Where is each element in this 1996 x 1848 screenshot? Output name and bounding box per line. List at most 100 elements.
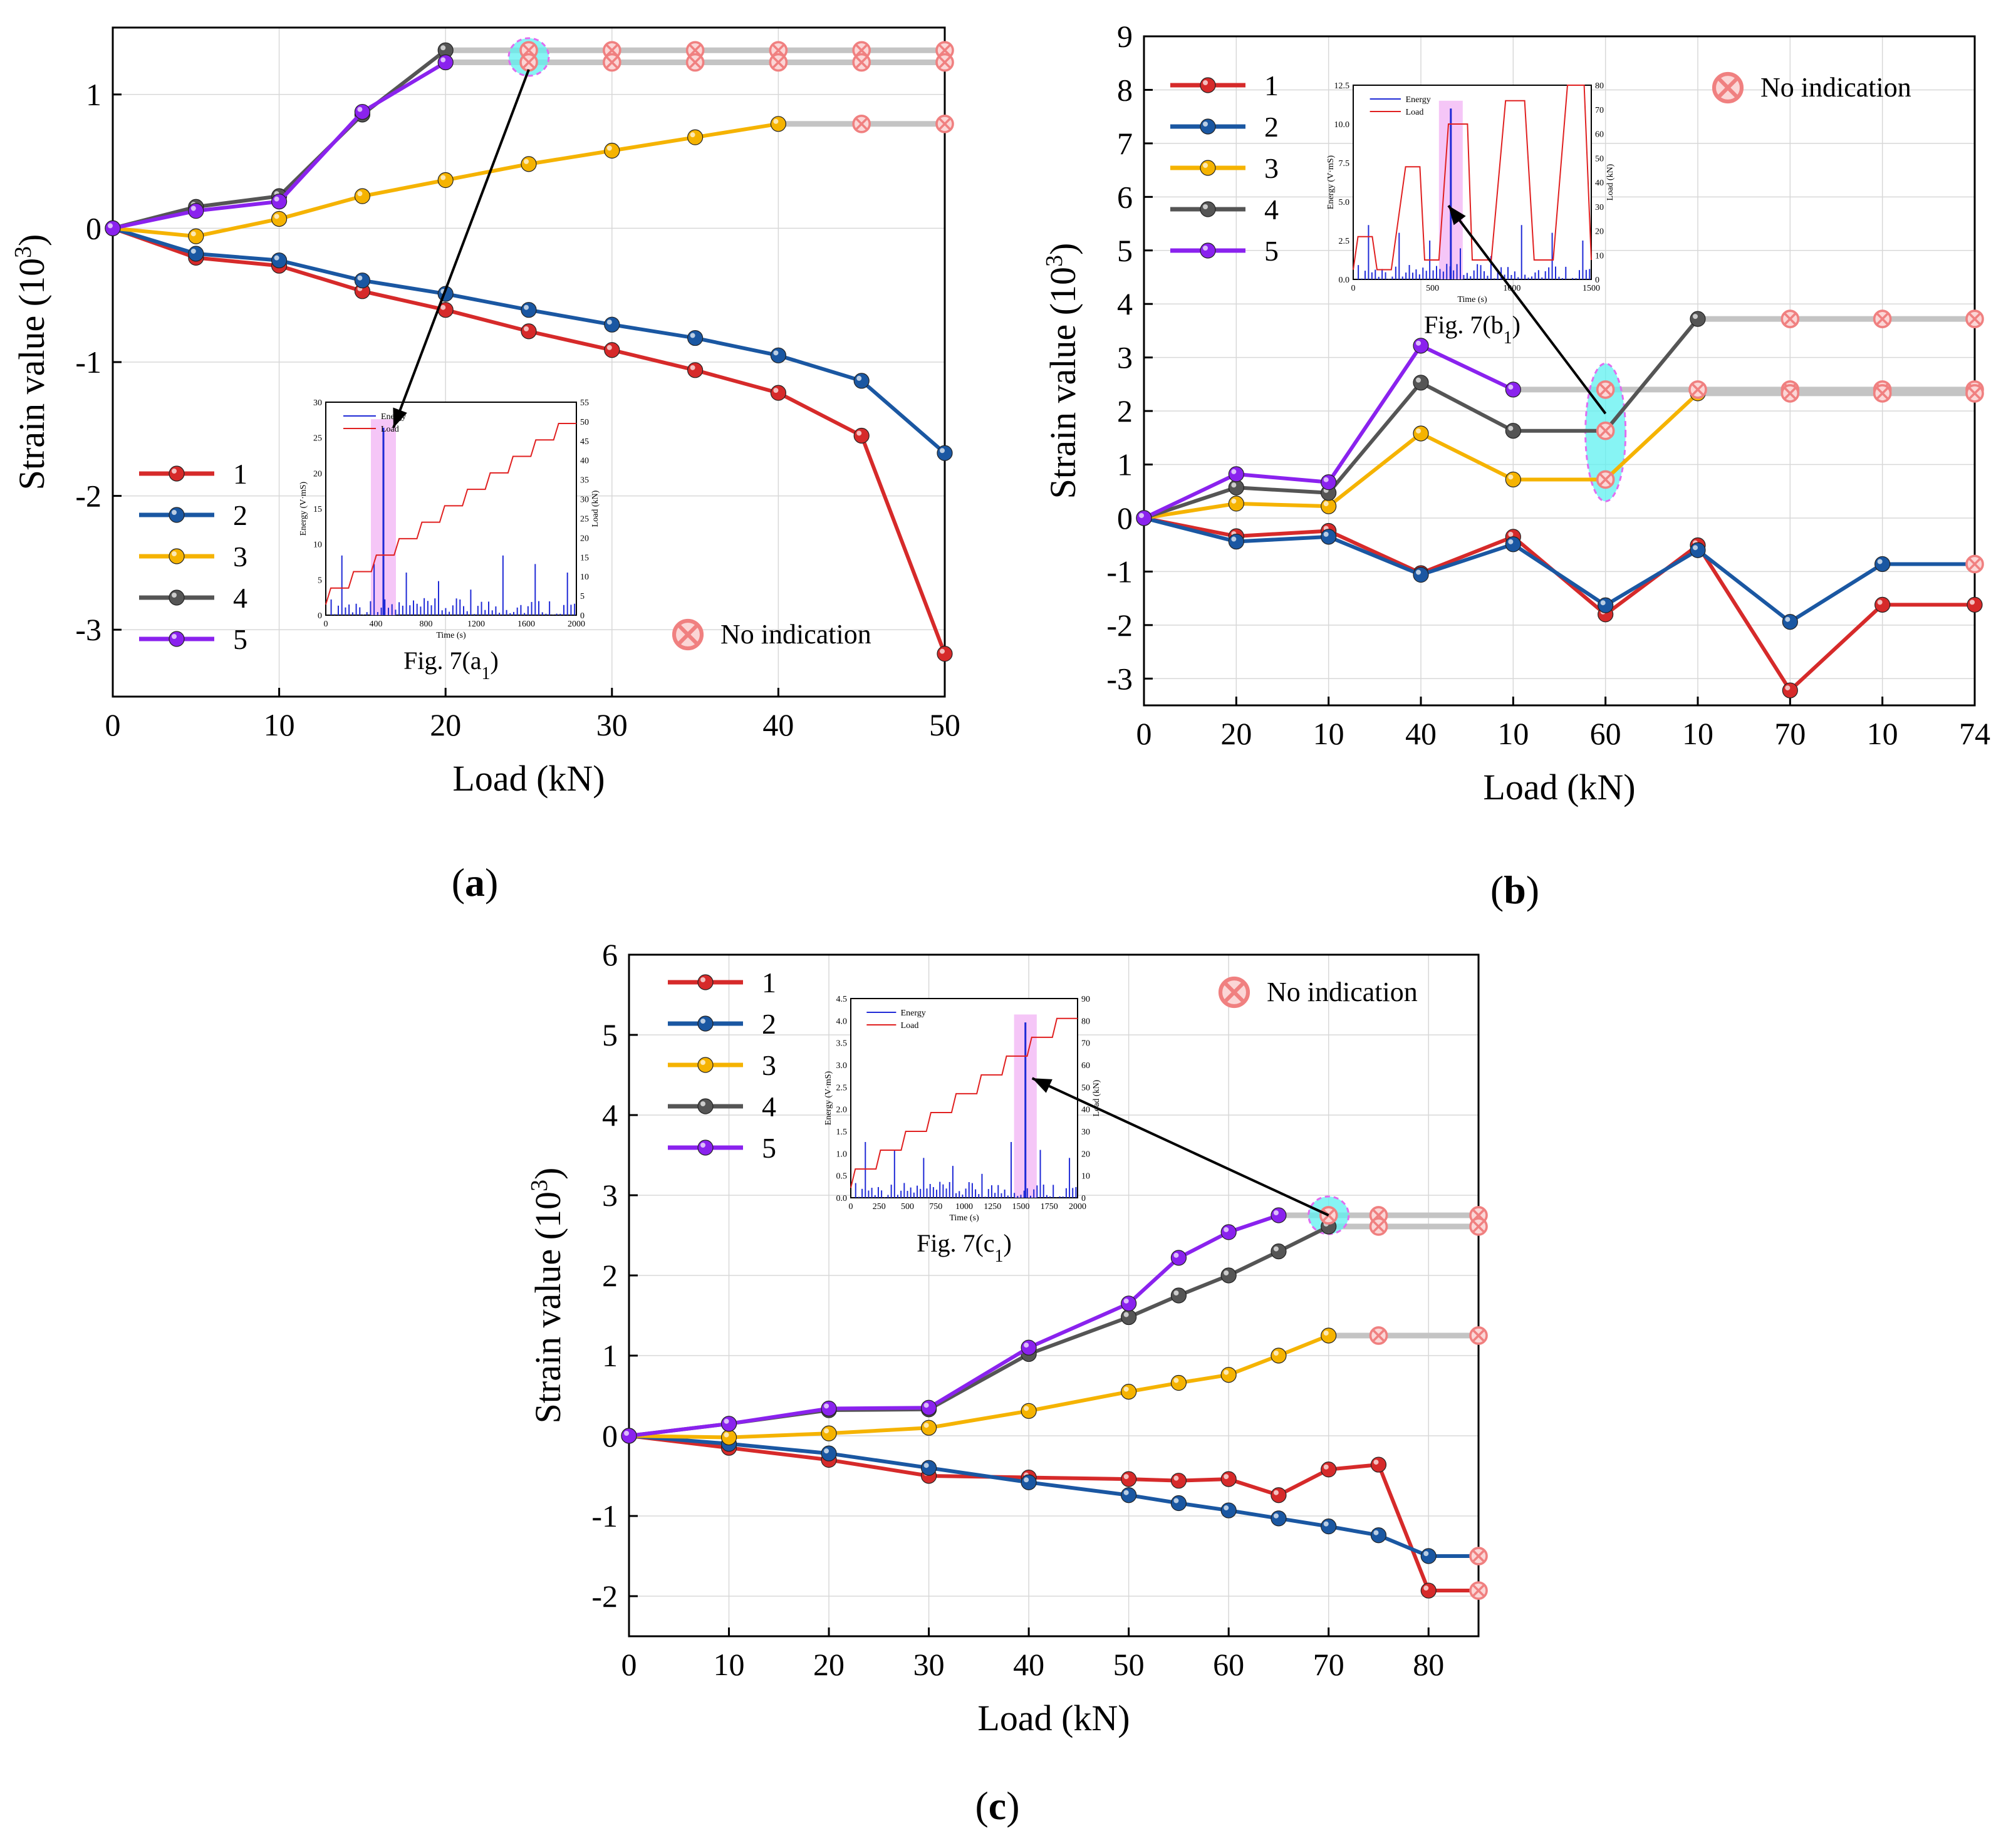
series-2-point — [1420, 1548, 1437, 1564]
x-tick-label: 10 — [1497, 716, 1529, 751]
legend-swatch-marker-shine — [172, 551, 177, 556]
series-5-point — [1321, 474, 1337, 491]
series-2-point-shine — [1231, 536, 1237, 542]
series-5-point — [1228, 466, 1244, 482]
series-1-point-shine — [1123, 1474, 1129, 1480]
series-2-line — [1143, 516, 1975, 624]
series-5-point-shine — [724, 1418, 729, 1424]
series-5-point-shine — [440, 57, 446, 63]
series-1-point-shine — [440, 304, 446, 310]
y-axis-title: Strain value (103) — [1041, 243, 1083, 499]
inset-y-right-tick-label: 50 — [580, 418, 589, 427]
series-1-point-shine — [773, 388, 779, 393]
series-3-point-shine — [1416, 428, 1421, 433]
y-tick-label: 9 — [1117, 19, 1133, 54]
series-2-point — [271, 252, 288, 269]
series-2-point-shine — [940, 448, 945, 454]
series-2-point-shine — [1508, 539, 1514, 544]
legend-swatch-marker — [1200, 201, 1216, 217]
series-2-point — [188, 246, 204, 262]
series-3-point — [1228, 496, 1244, 512]
legend-swatch-marker — [169, 465, 185, 482]
series-1-point-shine — [856, 430, 862, 436]
series-2-point — [1321, 1518, 1337, 1535]
series-1-point — [1782, 682, 1798, 698]
series-1-point-shine — [1273, 1490, 1279, 1495]
series-2-point — [1413, 566, 1429, 583]
legend-label: 4 — [1264, 194, 1279, 226]
callout-arrow-head — [1032, 1078, 1053, 1093]
inset-caption: Fig. 7(c1) — [917, 1229, 1012, 1266]
series-2-point — [770, 347, 787, 363]
no-indication-marker — [1965, 554, 1984, 574]
no-indication-marker-cross-b — [606, 56, 618, 68]
series-4-point — [1228, 479, 1244, 496]
series-2-point-shine — [1024, 1477, 1029, 1483]
inset-y-right-tick-label: 80 — [1081, 1017, 1090, 1026]
no-indication-marker — [769, 53, 788, 72]
series-5-point — [821, 1400, 837, 1417]
x-tick-label: 80 — [1413, 1647, 1444, 1682]
inset-y-left-tick-label: 15 — [313, 505, 322, 514]
series-5-point-shine — [624, 1431, 629, 1436]
inset-y-right-tick-label: 70 — [1081, 1039, 1090, 1049]
inset-y-left-tick-label: 10.0 — [1334, 120, 1350, 130]
series-2-point-shine — [606, 319, 612, 325]
series-3-point-shine — [773, 118, 779, 124]
y-tick-label: -1 — [591, 1498, 618, 1534]
series-1-point — [1420, 1582, 1437, 1599]
callout-arrow-head — [393, 407, 407, 428]
series-3-point-shine — [1508, 474, 1514, 480]
legend-label: 5 — [1264, 235, 1279, 267]
inset-frame — [850, 998, 1078, 1198]
no-indication-marker-cross-b — [1599, 474, 1612, 485]
series-3-point-shine — [274, 214, 279, 219]
inset-y-right-tick-label: 40 — [1595, 179, 1604, 188]
legend-swatch-marker-shine — [1203, 80, 1208, 85]
inset-x-tick-label: 2000 — [568, 620, 585, 629]
no-indication-marker — [1780, 309, 1800, 328]
legend-swatch-marker-shine — [1203, 163, 1208, 168]
legend-label: 3 — [1264, 152, 1279, 184]
no-indication-marker — [852, 53, 871, 72]
series-5-point — [105, 220, 121, 236]
series-5-point-shine — [274, 196, 279, 202]
series-2-point — [687, 330, 704, 346]
legend-swatch-marker-shine — [700, 1060, 705, 1065]
legend-swatch-marker — [1200, 160, 1216, 176]
series-5-point-shine — [1416, 340, 1421, 346]
y-tick-label: 3 — [602, 1178, 618, 1213]
y-tick-label: -2 — [1106, 608, 1133, 643]
inset-y-right-tick-label: 10 — [580, 573, 589, 582]
series-2-point-shine — [1173, 1498, 1179, 1503]
no-indication-marker-cross-b — [1876, 387, 1889, 400]
series-5-point — [1121, 1295, 1137, 1312]
x-tick-label: 30 — [913, 1647, 945, 1682]
no-indication-marker — [1319, 1206, 1338, 1225]
no-indication-key-icon-cross-b — [1718, 78, 1738, 98]
series-1-point — [1170, 1473, 1187, 1489]
legend-label: 3 — [762, 1049, 776, 1081]
series-3-point-shine — [1323, 501, 1329, 507]
series-1-point — [1121, 1471, 1137, 1487]
legend-swatch-marker — [697, 1098, 714, 1114]
inset-x-axis-title: Time (s) — [949, 1213, 979, 1223]
x-tick-label: 40 — [1013, 1647, 1044, 1682]
series-3-point — [1321, 498, 1337, 514]
inset-x-tick-label: 0 — [324, 620, 328, 629]
inset-legend-energy: Energy — [901, 1009, 926, 1018]
series-5-point-shine — [1173, 1252, 1179, 1258]
series-1-point-shine — [690, 365, 695, 370]
no-indication-key-icon-cross-b — [1224, 982, 1244, 1002]
legend-swatch-marker-shine — [172, 510, 177, 515]
inset-x-tick-label: 0 — [849, 1202, 853, 1212]
series-2-point — [1370, 1527, 1387, 1544]
no-indication-key-icon — [1712, 71, 1744, 104]
series-2-point — [1598, 597, 1614, 613]
series-3-point-shine — [440, 175, 446, 180]
legend-swatch-marker — [1200, 242, 1216, 259]
inset-y-right-tick-label: 0 — [1595, 276, 1599, 285]
series-3-point-shine — [824, 1428, 829, 1434]
